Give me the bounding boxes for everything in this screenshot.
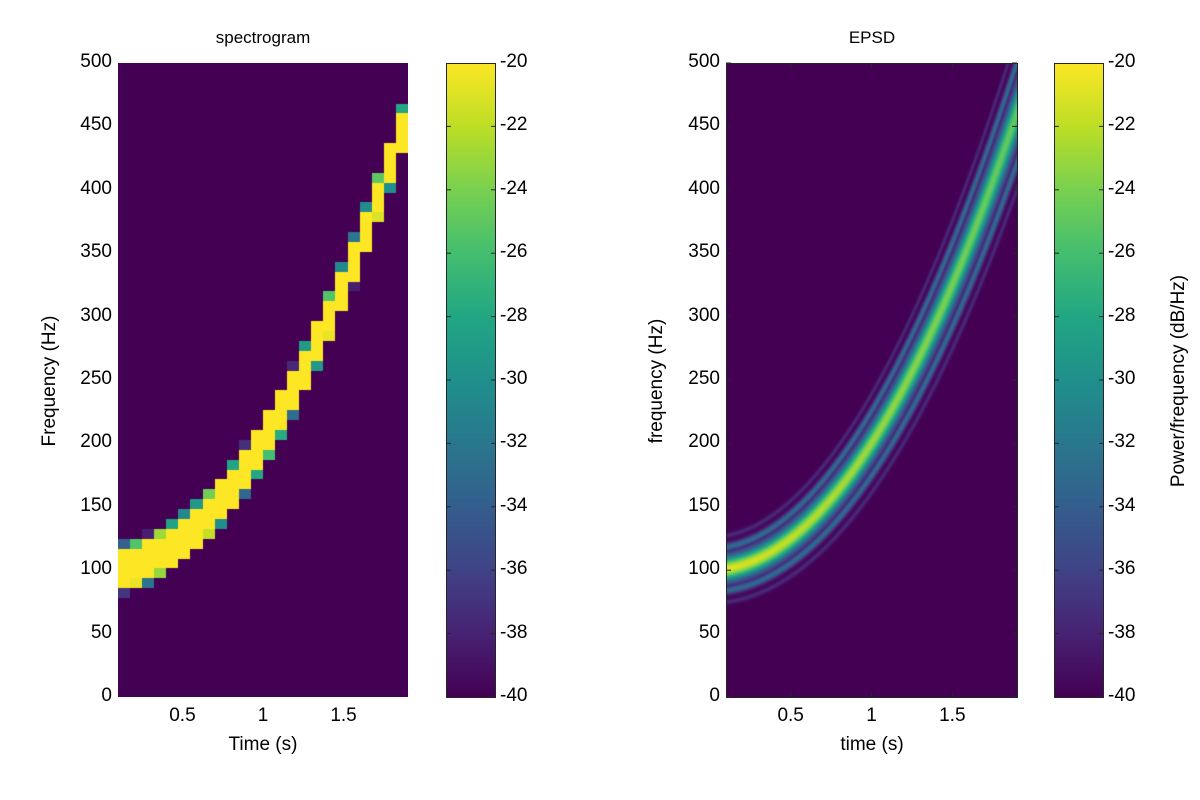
colorbar-tick-label: -36 <box>1108 558 1136 580</box>
colorbar-tick-label: -22 <box>500 114 528 136</box>
spectrogram-title: spectrogram <box>215 28 311 47</box>
y-tick-label: 350 <box>688 241 720 263</box>
y-tick-label: 300 <box>688 304 720 326</box>
x-tick-label: 0.5 <box>169 705 196 726</box>
colorbar-tick-label: -22 <box>1108 114 1136 136</box>
y-tick-label: 400 <box>80 177 112 199</box>
colorbar-tick-label: -28 <box>1108 304 1136 326</box>
y-tick-label: 150 <box>80 494 112 516</box>
y-tick-label: 50 <box>90 621 112 643</box>
colorbar-tick-label: -20 <box>1108 51 1136 72</box>
y-tick-label: 50 <box>698 621 720 643</box>
colorbar-tick-label: -28 <box>500 304 528 326</box>
x-tick-label: 1.5 <box>939 705 966 726</box>
x-tick-label: 1.5 <box>330 705 357 726</box>
colorbar-tick-label: -26 <box>500 241 528 263</box>
colorbar-tick-label: -38 <box>1108 621 1136 643</box>
y-tick-label: 250 <box>688 368 720 389</box>
y-tick-label: 400 <box>688 177 720 199</box>
colorbar-tick-label: -24 <box>500 177 528 199</box>
x-tick-label: 0.5 <box>777 705 804 726</box>
colorbar-tick-label: -30 <box>1108 368 1136 389</box>
spectrogram-x-label: Time (s) <box>228 734 298 755</box>
colorbar-tick-label: -40 <box>1108 685 1136 706</box>
y-tick-label: 450 <box>80 114 112 136</box>
spectrogram-heatmap <box>118 63 408 697</box>
colorbar-tick-label: -30 <box>500 368 528 389</box>
colorbar-tick-label: -32 <box>500 431 528 453</box>
y-tick-label: 500 <box>80 51 112 72</box>
y-tick-label: 350 <box>80 241 112 263</box>
colorbar-tick-label: -34 <box>1108 494 1136 516</box>
y-tick-label: 200 <box>80 431 112 453</box>
y-tick-label: 0 <box>709 685 720 706</box>
colorbar-tick-label: -26 <box>1108 241 1136 263</box>
y-tick-label: 250 <box>80 368 112 389</box>
x-tick-label: 1 <box>257 705 269 726</box>
y-tick-label: 0 <box>101 685 112 706</box>
colorbar-tick-label: -40 <box>500 685 528 706</box>
epsd-title: EPSD <box>848 28 896 47</box>
colorbar-tick-label: -38 <box>500 621 528 643</box>
y-tick-label: 200 <box>688 431 720 453</box>
spectrogram-colorbar <box>446 63 495 697</box>
colorbar-tick-label: -34 <box>500 494 528 516</box>
colorbar-tick-label: -24 <box>1108 177 1136 199</box>
y-tick-label: 450 <box>688 114 720 136</box>
y-tick-label: 150 <box>688 494 720 516</box>
y-tick-label: 500 <box>688 51 720 72</box>
colorbar-tick-label: -36 <box>500 558 528 580</box>
epsd-x-label: time (s) <box>840 734 904 755</box>
colorbar-tick-label: -20 <box>500 51 528 72</box>
y-tick-label: 100 <box>80 558 112 580</box>
y-tick-label: 100 <box>688 558 720 580</box>
epsd-heatmap <box>726 63 1017 697</box>
x-tick-label: 1 <box>866 705 877 726</box>
y-tick-label: 300 <box>80 304 112 326</box>
epsd-colorbar <box>1054 63 1103 697</box>
colorbar-tick-label: -32 <box>1108 431 1136 453</box>
